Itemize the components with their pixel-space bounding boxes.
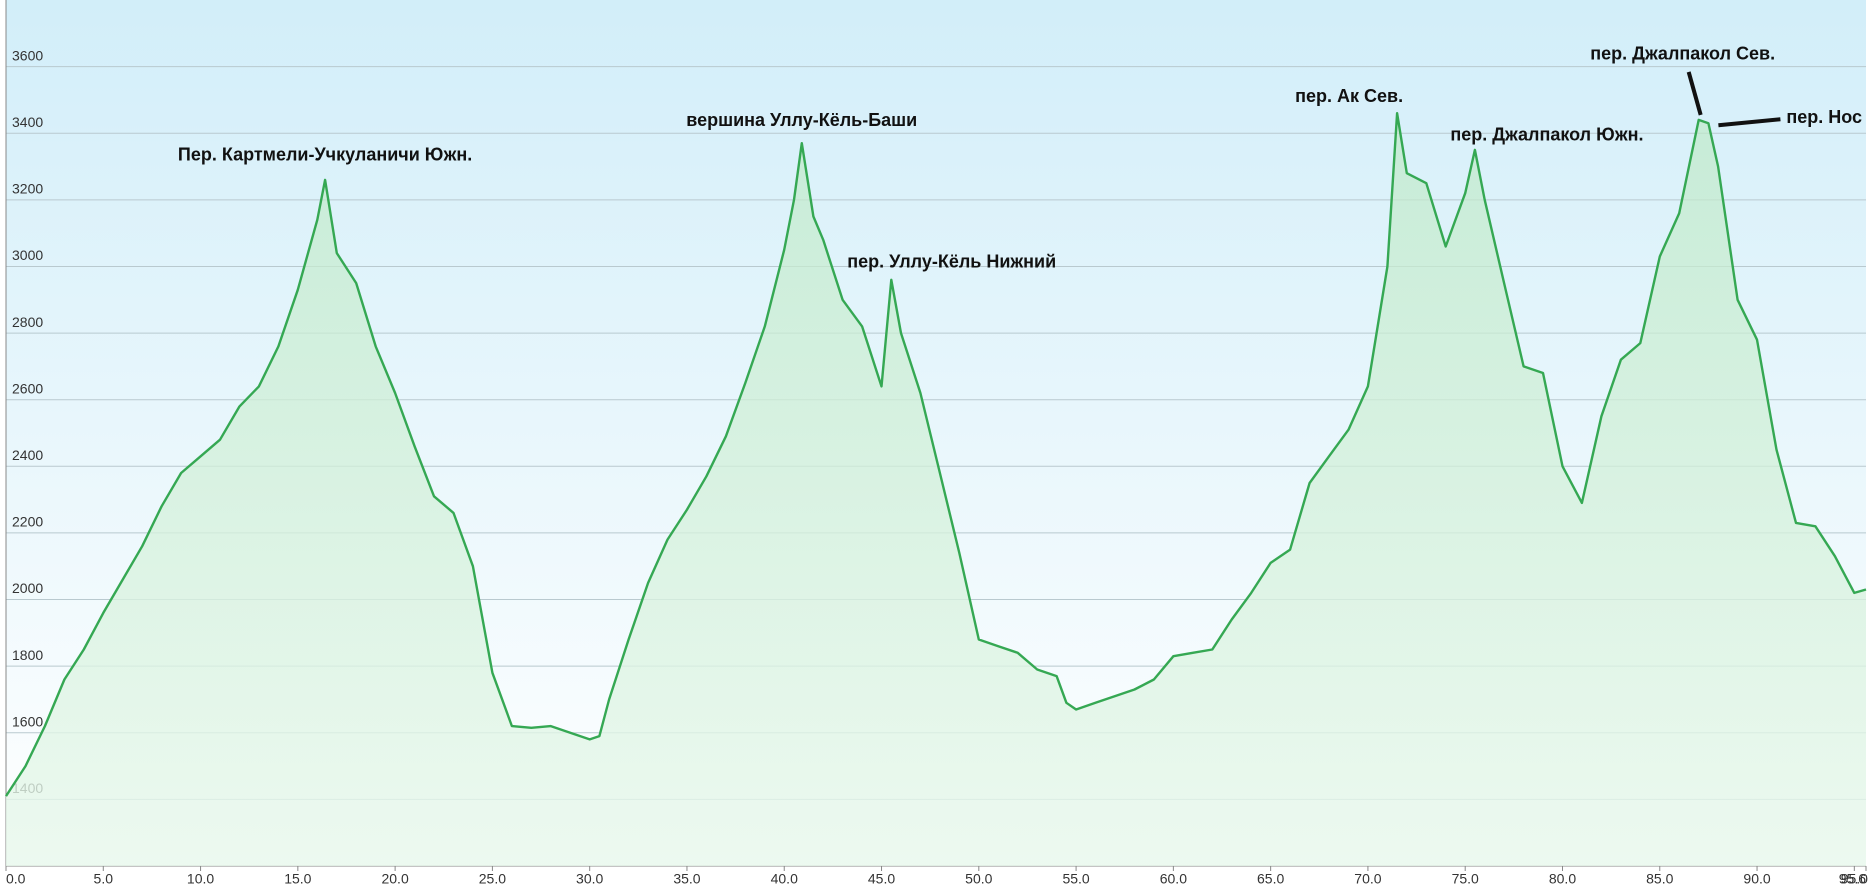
y-tick-label: 3200 — [12, 181, 43, 197]
x-tick-label: 50.0 — [965, 871, 992, 887]
x-tick-label: 75.0 — [1452, 871, 1479, 887]
x-tick-label: 95.6 — [1839, 871, 1866, 887]
x-tick-label: 10.0 — [187, 871, 214, 887]
x-tick-label: 60.0 — [1160, 871, 1187, 887]
x-tick-label: 25.0 — [479, 871, 506, 887]
x-tick-label: 85.0 — [1646, 871, 1673, 887]
x-tick-label: 30.0 — [576, 871, 603, 887]
annotation: Пер. Картмели-Учкуланичи Южн. — [178, 145, 472, 165]
x-tick-label: 5.0 — [94, 871, 114, 887]
area-fill — [6, 113, 1866, 866]
x-tick-label: 90.0 — [1743, 871, 1770, 887]
elevation-line — [4, 112, 1867, 797]
annotation: пер. Нос — [1786, 107, 1862, 127]
x-tick-label: 0.0 — [6, 871, 26, 887]
x-tick-label: 95.0 — [1841, 871, 1868, 887]
x-tick-label: 65.0 — [1257, 871, 1284, 887]
y-tick-label: 3600 — [12, 47, 43, 63]
annotation: вершина Уллу-Кёль-Баши — [686, 110, 917, 130]
x-tick-label: 80.0 — [1549, 871, 1576, 887]
annotation: пер. Ак Сев. — [1295, 86, 1403, 106]
annotation-leader — [1718, 117, 1781, 128]
y-tick-label: 2200 — [12, 514, 43, 530]
annotation: пер. Джалпакол Сев. — [1590, 44, 1775, 64]
y-tick-label: 2400 — [12, 447, 43, 463]
x-tick-label: 35.0 — [673, 871, 700, 887]
x-tick-label: 70.0 — [1354, 871, 1381, 887]
x-tick-label: 40.0 — [771, 871, 798, 887]
x-tick-label: 20.0 — [381, 871, 408, 887]
y-tick-label: 2000 — [12, 580, 43, 596]
annotation: пер. Джалпакол Южн. — [1450, 125, 1643, 145]
y-tick-label: 2600 — [12, 380, 43, 396]
y-tick-label: 1600 — [12, 713, 43, 729]
y-tick-label: 1800 — [12, 647, 43, 663]
x-tick-label: 45.0 — [868, 871, 895, 887]
y-tick-label: 3400 — [12, 114, 43, 130]
y-tick-label: 2800 — [12, 314, 43, 330]
y-tick-label: 3000 — [12, 247, 43, 263]
x-tick-label: 55.0 — [1062, 871, 1089, 887]
annotation-leader — [1686, 71, 1703, 116]
annotation: пер. Уллу-Кёль Нижний — [847, 252, 1056, 272]
x-tick-label: 15.0 — [284, 871, 311, 887]
